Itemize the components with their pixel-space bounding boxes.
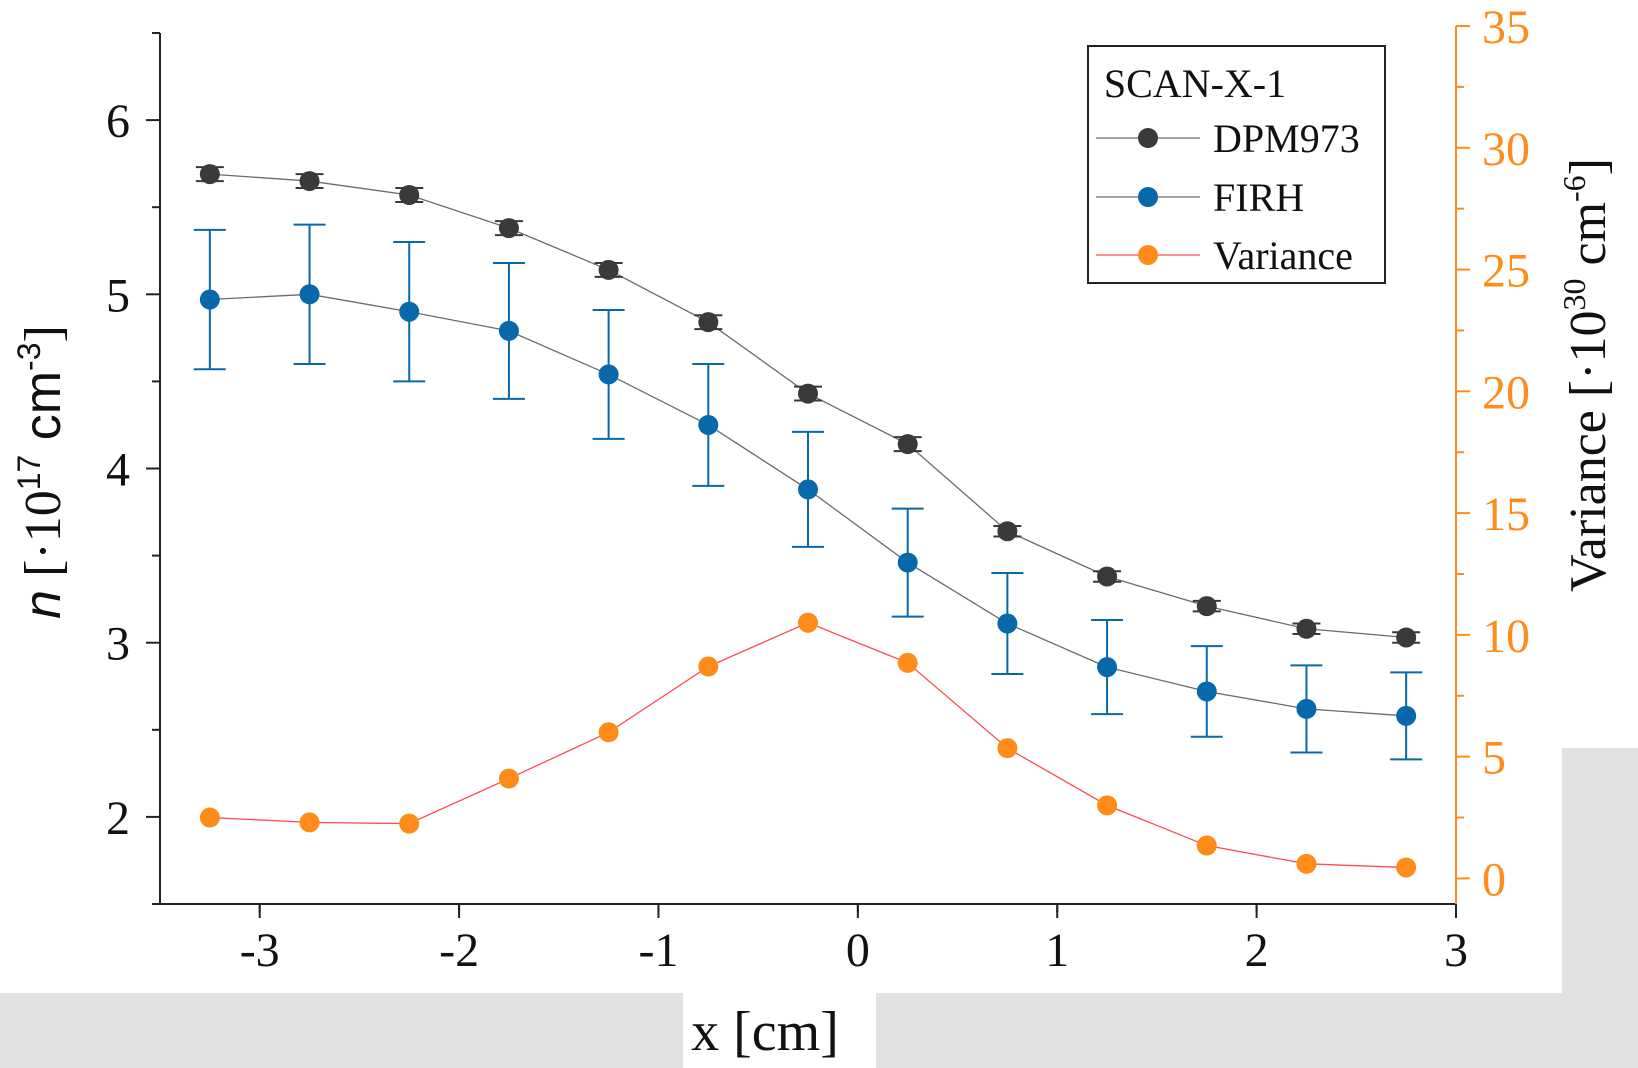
- variance-point: [399, 813, 420, 834]
- y2-tick-label: 5: [1482, 732, 1506, 785]
- y2-tick-label: 35: [1482, 1, 1530, 54]
- variance-point: [798, 612, 818, 633]
- legend-label-firh: FIRH: [1213, 175, 1304, 220]
- legend-label-dpm973: DPM973: [1213, 116, 1360, 161]
- x-tick-label: 1: [1045, 924, 1069, 977]
- dpm973-point: [798, 383, 818, 404]
- x-ticks: -3 -2 -1 0 1 2 3: [240, 904, 1468, 977]
- y2-axis-label-sup2: -6: [1556, 175, 1592, 202]
- firh-point: [997, 613, 1018, 634]
- y2-axis-label-suffix: cm: [1560, 202, 1617, 279]
- legend-marker-variance: [1138, 245, 1158, 265]
- variance-point: [1296, 853, 1317, 874]
- y-axis-label-sup2: -3: [11, 342, 47, 370]
- legend-marker-dpm973: [1138, 128, 1158, 148]
- y2-axis-label-close: ]: [1560, 158, 1617, 175]
- y2-tick-label: 15: [1482, 488, 1530, 541]
- y-tick-label: 5: [106, 269, 130, 322]
- firh-point: [498, 320, 519, 341]
- y-ticks: 2 3 4 5 6: [106, 32, 160, 905]
- y2-tick-label: 20: [1482, 366, 1530, 419]
- dpm973-point: [1396, 627, 1417, 648]
- variance-line: [209, 621, 1407, 869]
- y-axis-label: n [·1017 cm-3]: [11, 325, 72, 619]
- dpm973-point: [897, 434, 918, 455]
- legend-title: SCAN-X-1: [1104, 61, 1286, 106]
- y2-axis-label-sup: 30: [1556, 279, 1592, 311]
- y-tick-label: 4: [106, 444, 130, 497]
- x-tick-label: 3: [1444, 924, 1468, 977]
- variance-point: [1396, 857, 1417, 878]
- y-axis-label-suffix: cm: [14, 371, 72, 455]
- firh-point: [1296, 698, 1317, 719]
- dpm973-point: [1097, 566, 1118, 587]
- legend-label-variance: Variance: [1213, 233, 1353, 278]
- y-axis-label-italic: n: [14, 590, 72, 619]
- firh-point: [798, 479, 818, 500]
- variance-point: [897, 652, 918, 673]
- variance-point: [1097, 795, 1118, 816]
- firh-point: [1097, 657, 1118, 678]
- variance-point: [997, 738, 1018, 759]
- variance-point: [698, 656, 719, 677]
- y-axis-label-prefix: [·10: [15, 490, 72, 590]
- y-tick-label: 6: [106, 95, 130, 148]
- dpm973-point: [399, 185, 420, 206]
- firh-point: [299, 284, 320, 305]
- dpm973-point: [498, 218, 519, 239]
- y-axis-label-sup: 17: [11, 455, 47, 491]
- firh-point: [399, 301, 420, 322]
- dpm973-point: [598, 259, 619, 280]
- y2-ticks: 0 5 10 15 20 25 30 35: [1456, 1, 1530, 906]
- y2-axis-label-prefix: Variance [·10: [1560, 311, 1617, 593]
- y2-tick-label: 0: [1482, 853, 1506, 906]
- x-tick-label: -1: [638, 924, 678, 977]
- firh-point: [199, 289, 220, 310]
- x-tick-label: -2: [439, 924, 479, 977]
- legend-box: [1087, 45, 1386, 284]
- y-tick-label: 2: [106, 792, 130, 845]
- variance-point: [1196, 835, 1217, 856]
- x-tick-label: 0: [846, 924, 870, 977]
- firh-point: [1396, 705, 1417, 726]
- dpm973-point: [1196, 596, 1217, 617]
- firh-point: [598, 364, 619, 385]
- legend-items: DPM973 FIRH Variance: [1096, 116, 1360, 278]
- xlabel-background: [683, 993, 876, 1068]
- series-layer: [193, 164, 1423, 878]
- variance-point: [199, 807, 220, 828]
- firh-point: [1196, 681, 1217, 702]
- dpm973-point: [199, 164, 220, 185]
- dpm973-point: [1296, 618, 1317, 639]
- dpm973-point: [299, 171, 320, 192]
- x-tick-label: 2: [1245, 924, 1269, 977]
- y2-axis-label: Variance [·1030 cm-6]: [1556, 158, 1617, 592]
- legend: SCAN-X-1 DPM973 FIRH Variance: [1087, 45, 1386, 284]
- dpm973-point: [698, 312, 719, 333]
- variance-point: [299, 812, 320, 833]
- y2-tick-label: 10: [1482, 610, 1530, 663]
- variance-point: [598, 722, 619, 743]
- y2-tick-label: 25: [1482, 245, 1530, 298]
- x-tick-label: -3: [240, 924, 280, 977]
- y-tick-label: 3: [106, 618, 130, 671]
- firh-point: [897, 552, 918, 573]
- y2-tick-label: 30: [1482, 123, 1530, 176]
- legend-marker-firh: [1138, 187, 1158, 207]
- dpm973-point: [997, 521, 1018, 542]
- variance-point: [498, 768, 519, 789]
- y-axis-label-close: ]: [15, 325, 72, 342]
- firh-point: [698, 414, 719, 435]
- x-axis-label: x [cm]: [691, 1001, 839, 1063]
